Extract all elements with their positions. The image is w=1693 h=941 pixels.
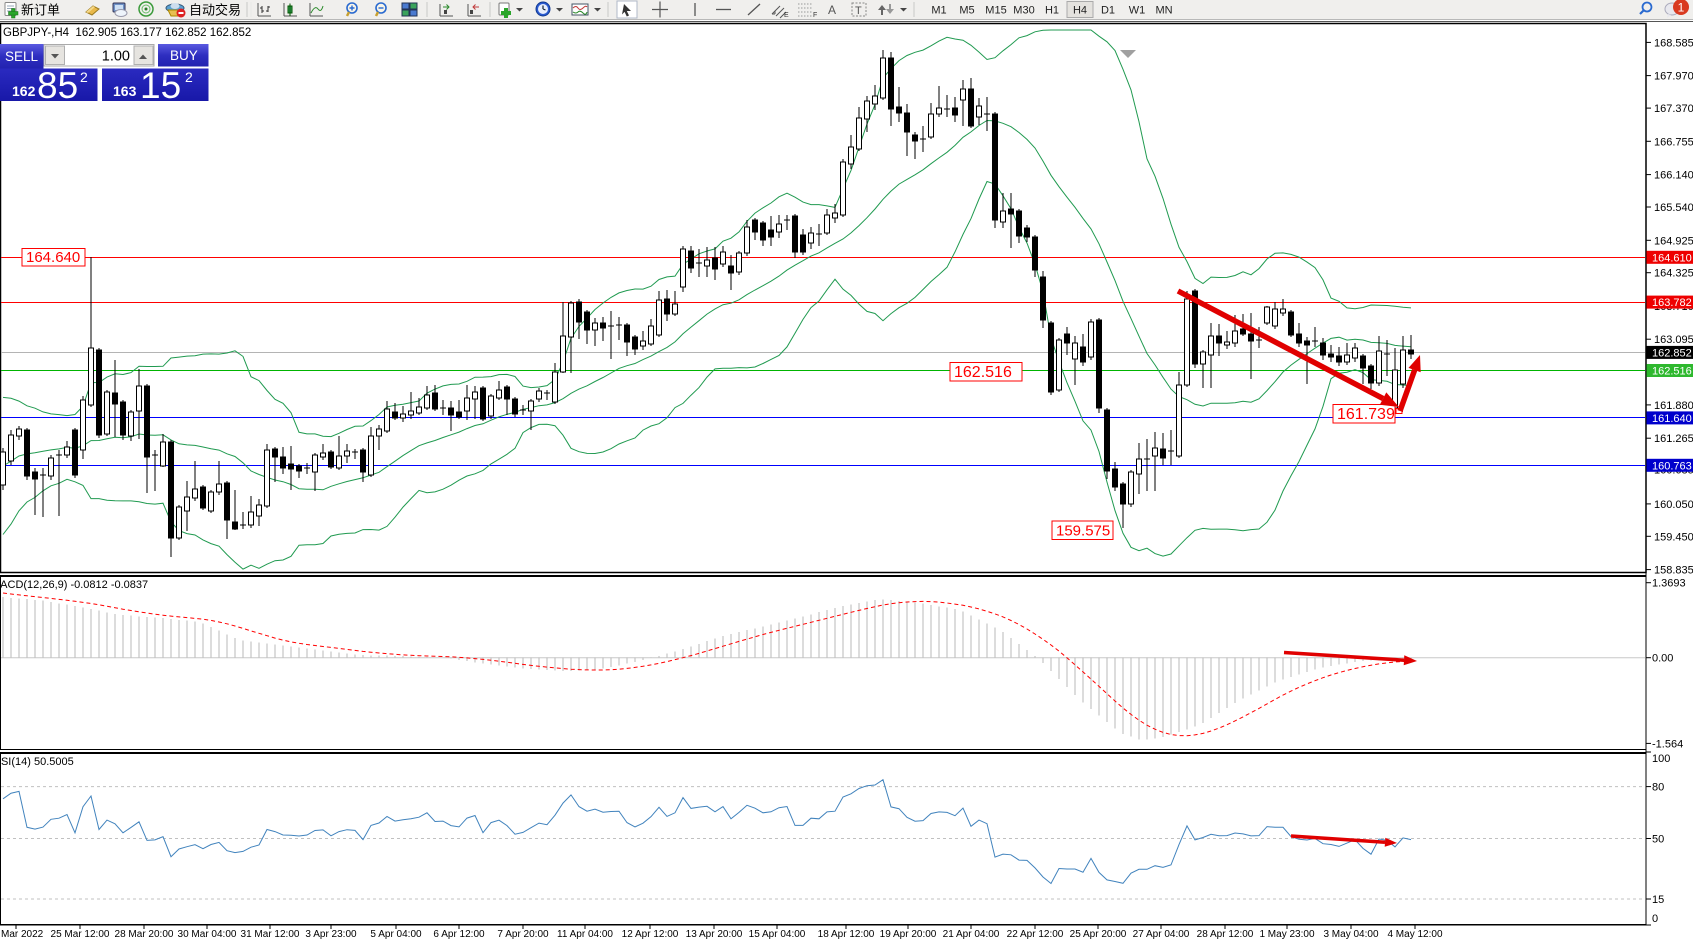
svg-text:161.880: 161.880 bbox=[1654, 400, 1693, 412]
svg-text:162.852: 162.852 bbox=[1652, 347, 1692, 359]
svg-text:M1: M1 bbox=[931, 5, 946, 17]
svg-text:D1: D1 bbox=[1101, 5, 1115, 17]
svg-text:163.782: 163.782 bbox=[1652, 297, 1692, 309]
svg-text:164.640: 164.640 bbox=[26, 249, 80, 266]
svg-text:25 Apr 20:00: 25 Apr 20:00 bbox=[1070, 929, 1127, 940]
svg-text:MN: MN bbox=[1155, 5, 1172, 17]
svg-text:158.835: 158.835 bbox=[1654, 565, 1693, 577]
svg-text:50: 50 bbox=[1652, 834, 1664, 846]
svg-text:161.640: 161.640 bbox=[1652, 413, 1692, 425]
svg-text:160.763: 160.763 bbox=[1652, 460, 1692, 472]
svg-text:3 May 04:00: 3 May 04:00 bbox=[1323, 929, 1378, 940]
svg-text:W1: W1 bbox=[1129, 5, 1146, 17]
svg-text:15: 15 bbox=[1652, 894, 1664, 906]
svg-text:RSI(14) 50.5005: RSI(14) 50.5005 bbox=[0, 756, 74, 768]
svg-text:21 Apr 04:00: 21 Apr 04:00 bbox=[943, 929, 1000, 940]
svg-text:167.970: 167.970 bbox=[1654, 71, 1693, 83]
svg-text:31 Mar 12:00: 31 Mar 12:00 bbox=[241, 929, 300, 940]
svg-text:167.370: 167.370 bbox=[1654, 103, 1693, 115]
svg-text:159.450: 159.450 bbox=[1654, 531, 1693, 543]
svg-text:4 May 12:00: 4 May 12:00 bbox=[1387, 929, 1442, 940]
svg-text:MACD(12,26,9) -0.0812 -0.0837: MACD(12,26,9) -0.0812 -0.0837 bbox=[0, 579, 148, 591]
svg-text:E: E bbox=[784, 12, 789, 19]
svg-text:22 Apr 12:00: 22 Apr 12:00 bbox=[1007, 929, 1064, 940]
svg-text:30 Mar 04:00: 30 Mar 04:00 bbox=[178, 929, 237, 940]
svg-text:162: 162 bbox=[12, 83, 36, 99]
svg-text:6 Apr 12:00: 6 Apr 12:00 bbox=[433, 929, 485, 940]
svg-text:2: 2 bbox=[185, 69, 193, 85]
svg-text:161.265: 161.265 bbox=[1654, 433, 1693, 445]
svg-text:新订单: 新订单 bbox=[21, 3, 60, 18]
svg-text:19 Apr 20:00: 19 Apr 20:00 bbox=[880, 929, 937, 940]
svg-text:162.516: 162.516 bbox=[954, 364, 1012, 381]
svg-text:1.00: 1.00 bbox=[102, 49, 130, 65]
svg-text:SELL: SELL bbox=[5, 49, 39, 64]
svg-text:25 Mar 12:00: 25 Mar 12:00 bbox=[51, 929, 110, 940]
svg-text:M30: M30 bbox=[1013, 5, 1034, 17]
svg-text:85: 85 bbox=[37, 65, 78, 106]
svg-text:M15: M15 bbox=[985, 5, 1006, 17]
svg-text:160.050: 160.050 bbox=[1654, 499, 1693, 511]
svg-text:15 Apr 04:00: 15 Apr 04:00 bbox=[749, 929, 806, 940]
svg-text:164.610: 164.610 bbox=[1652, 252, 1692, 264]
svg-text:T: T bbox=[855, 5, 862, 17]
svg-text:159.575: 159.575 bbox=[1056, 523, 1110, 540]
svg-text:M5: M5 bbox=[959, 5, 974, 17]
svg-text:3 Apr 23:00: 3 Apr 23:00 bbox=[305, 929, 357, 940]
svg-text:H4: H4 bbox=[1073, 5, 1087, 17]
svg-text:163: 163 bbox=[113, 83, 137, 99]
svg-text:自动交易: 自动交易 bbox=[189, 3, 241, 18]
svg-text:166.140: 166.140 bbox=[1654, 170, 1693, 182]
svg-text:163.095: 163.095 bbox=[1654, 334, 1693, 346]
svg-text:164.325: 164.325 bbox=[1654, 268, 1693, 280]
svg-text:0.00: 0.00 bbox=[1652, 653, 1673, 665]
svg-text:1: 1 bbox=[1678, 1, 1685, 15]
svg-text:13 Apr 20:00: 13 Apr 20:00 bbox=[686, 929, 743, 940]
svg-text:1.3693: 1.3693 bbox=[1652, 578, 1686, 590]
svg-text:18 Apr 12:00: 18 Apr 12:00 bbox=[818, 929, 875, 940]
svg-text:165.540: 165.540 bbox=[1654, 202, 1693, 214]
svg-text:164.925: 164.925 bbox=[1654, 235, 1693, 247]
svg-text:A: A bbox=[828, 3, 836, 17]
svg-text:162.516: 162.516 bbox=[1652, 366, 1692, 378]
svg-text:100: 100 bbox=[1652, 753, 1670, 765]
svg-text:GBPJPY-,H4 162.905 163.177 16: GBPJPY-,H4 162.905 163.177 162.852 162.8… bbox=[3, 27, 251, 39]
svg-text:7 Apr 20:00: 7 Apr 20:00 bbox=[497, 929, 549, 940]
svg-text:BUY: BUY bbox=[170, 48, 198, 63]
svg-text:2: 2 bbox=[80, 69, 88, 85]
svg-text:Mar 2022: Mar 2022 bbox=[1, 929, 44, 940]
svg-text:1 May 23:00: 1 May 23:00 bbox=[1259, 929, 1314, 940]
svg-text:28 Mar 20:00: 28 Mar 20:00 bbox=[115, 929, 174, 940]
svg-text:H1: H1 bbox=[1045, 5, 1059, 17]
svg-text:161.739: 161.739 bbox=[1337, 406, 1395, 423]
svg-text:F: F bbox=[813, 12, 817, 19]
svg-text:5 Apr 04:00: 5 Apr 04:00 bbox=[370, 929, 422, 940]
svg-text:27 Apr 04:00: 27 Apr 04:00 bbox=[1133, 929, 1190, 940]
svg-text:-1.564: -1.564 bbox=[1652, 738, 1683, 750]
svg-text:80: 80 bbox=[1652, 782, 1664, 794]
svg-text:166.755: 166.755 bbox=[1654, 136, 1693, 148]
svg-text:12 Apr 12:00: 12 Apr 12:00 bbox=[622, 929, 679, 940]
svg-text:0: 0 bbox=[1652, 913, 1658, 925]
svg-text:11 Apr 04:00: 11 Apr 04:00 bbox=[557, 929, 613, 940]
svg-text:15: 15 bbox=[140, 65, 181, 106]
svg-text:28 Apr 12:00: 28 Apr 12:00 bbox=[1197, 929, 1254, 940]
svg-text:168.585: 168.585 bbox=[1654, 37, 1693, 49]
